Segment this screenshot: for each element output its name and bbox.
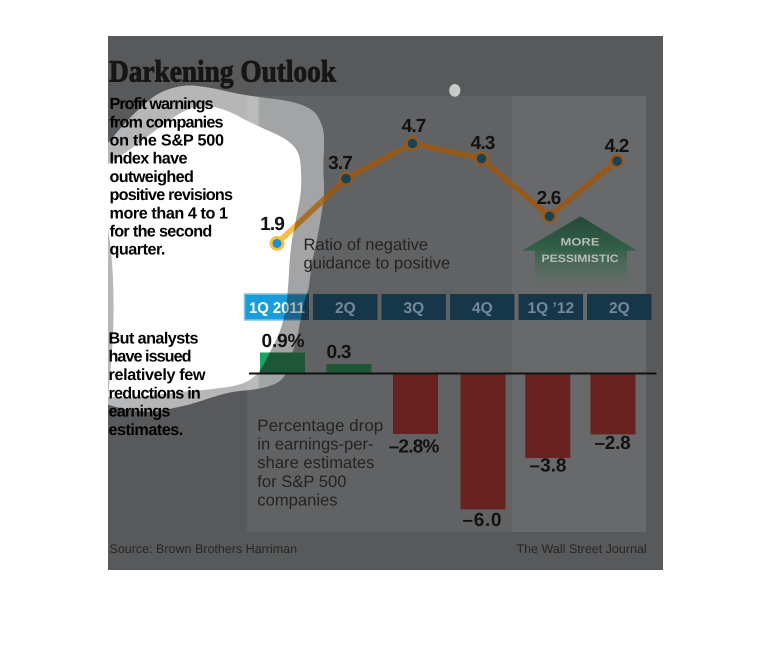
svg-text:The Wall Street Journal: The Wall Street Journal [517,542,647,556]
svg-text:–2.8%: –2.8% [389,436,440,457]
svg-text:in earnings-per-: in earnings-per- [257,435,373,454]
svg-text:for the second: for the second [110,223,213,241]
svg-text:share estimates: share estimates [257,453,374,472]
svg-text:0.3: 0.3 [327,342,352,363]
svg-text:Percentage drop: Percentage drop [257,416,383,435]
svg-text:2.6: 2.6 [537,188,562,209]
svg-text:1.9: 1.9 [260,214,285,235]
svg-text:positive revisions: positive revisions [110,186,234,204]
svg-text:0.9%: 0.9% [262,331,305,352]
svg-text:Index have: Index have [110,150,188,168]
svg-text:–2.8: –2.8 [594,433,630,454]
svg-text:Source: Brown Brothers Harrima: Source: Brown Brothers Harriman [110,542,298,556]
svg-text:1Q ’12: 1Q ’12 [528,300,575,317]
svg-text:earnings: earnings [109,403,171,421]
svg-text:2Q: 2Q [609,300,630,317]
svg-text:4Q: 4Q [472,300,493,317]
svg-text:–3.8: –3.8 [530,455,567,476]
svg-text:Ratio of negative: Ratio of negative [304,235,429,254]
svg-text:reductions in: reductions in [109,384,201,402]
svg-text:But analysts: But analysts [109,329,199,347]
svg-text:companies: companies [257,490,337,509]
svg-text:relatively few: relatively few [109,366,206,384]
svg-text:more than 4 to 1: more than 4 to 1 [110,204,229,222]
svg-text:4.7: 4.7 [402,116,427,137]
svg-text:PESSIMISTIC: PESSIMISTIC [542,253,619,265]
svg-text:estimates.: estimates. [109,421,184,439]
svg-text:for S&P 500: for S&P 500 [257,472,346,491]
svg-text:MORE: MORE [561,237,600,249]
svg-text:2Q: 2Q [335,300,356,317]
svg-text:4.3: 4.3 [471,133,496,154]
svg-text:quarter.: quarter. [110,241,166,259]
svg-text:Profit warnings: Profit warnings [110,95,214,113]
svg-text:4.2: 4.2 [605,136,630,157]
svg-text:3Q: 3Q [403,300,424,317]
svg-text:outweighed: outweighed [110,168,194,186]
svg-text:from companies: from companies [110,113,224,131]
svg-text:–6.0: –6.0 [463,510,502,531]
svg-text:guidance to positive: guidance to positive [304,253,451,272]
svg-text:3.7: 3.7 [328,153,353,174]
svg-text:on the S&P 500: on the S&P 500 [110,132,225,150]
svg-text:have issued: have issued [109,348,192,366]
svg-text:Darkening Outlook: Darkening Outlook [109,54,337,89]
